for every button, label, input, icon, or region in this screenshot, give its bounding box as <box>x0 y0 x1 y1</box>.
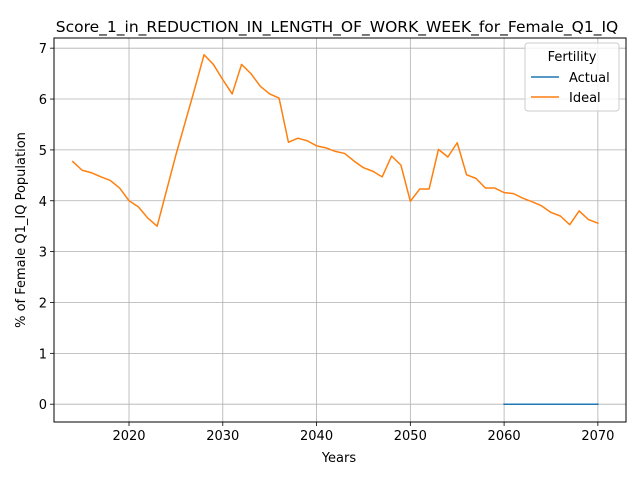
y-tick-label: 5 <box>39 144 47 159</box>
chart-title: Score_1_in_REDUCTION_IN_LENGTH_OF_WORK_W… <box>56 18 619 37</box>
legend-title: Fertility <box>548 50 597 65</box>
y-tick-label: 7 <box>39 42 47 57</box>
y-tick-label: 1 <box>39 347 47 362</box>
x-tick-label: 2020 <box>112 429 145 444</box>
legend-box <box>524 42 620 112</box>
series-line-ideal <box>71 54 599 227</box>
x-tick-label: 2040 <box>300 429 333 444</box>
plot-area-frame <box>53 37 627 423</box>
y-tick-label: 2 <box>39 296 47 311</box>
x-tick-label: 2070 <box>581 429 614 444</box>
series-lines <box>71 54 599 405</box>
x-axis-label: Years <box>321 451 357 466</box>
y-tick-label: 6 <box>39 93 47 108</box>
legend-label-actual: Actual <box>569 71 610 86</box>
y-tick-label: 3 <box>39 246 47 261</box>
x-tick-label: 2030 <box>206 429 239 444</box>
axis-ticks: 2020 2030 2040 2050 2060 2070 0 1 2 3 4 5 6 7 <box>39 42 615 444</box>
y-axis-label: % of Female Q1_IQ Population <box>14 132 29 328</box>
y-tick-label: 0 <box>39 398 47 413</box>
x-tick-label: 2050 <box>394 429 427 444</box>
legend-label-ideal: Ideal <box>569 91 601 106</box>
y-tick-label: 4 <box>39 195 47 210</box>
legend: Fertility Actual Ideal <box>524 42 620 112</box>
x-tick-label: 2060 <box>488 429 521 444</box>
